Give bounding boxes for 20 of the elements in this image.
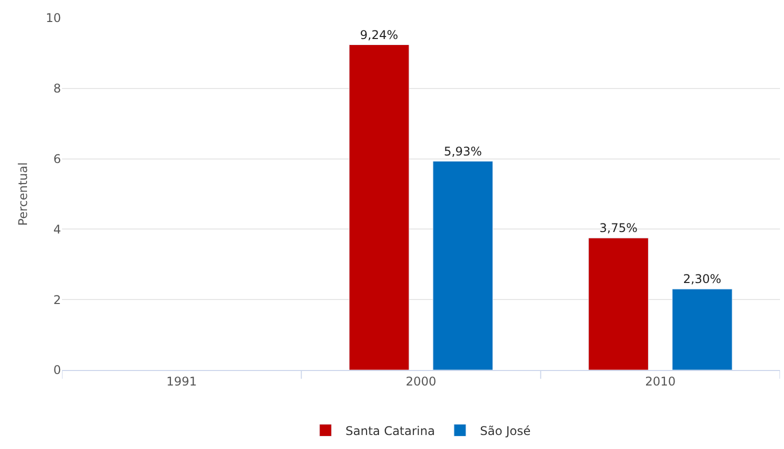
bar: [348, 44, 410, 370]
y-tick-label: 8: [53, 82, 61, 96]
data-label: 9,24%: [360, 28, 398, 42]
bar: [672, 288, 732, 370]
data-label: 5,93%: [444, 144, 482, 158]
y-tick-label: 4: [53, 222, 61, 236]
x-tick-label: 2010: [645, 374, 676, 388]
data-label: 3,75%: [599, 221, 638, 235]
legend-label: São José: [480, 424, 531, 438]
y-tick-label: 6: [53, 152, 61, 166]
y-tick-label: 0: [53, 363, 61, 378]
x-tick-label: 1991: [166, 374, 197, 388]
y-tick-label: 10: [46, 11, 61, 26]
y-tick-label: 2: [53, 292, 61, 307]
bar: [432, 161, 494, 370]
y-axis-title: Percentual: [16, 162, 30, 226]
legend-label: Santa Catarina: [346, 424, 435, 438]
bar: [588, 238, 649, 370]
x-tick-label: 2000: [406, 374, 436, 388]
data-label: 2,30%: [683, 272, 722, 286]
